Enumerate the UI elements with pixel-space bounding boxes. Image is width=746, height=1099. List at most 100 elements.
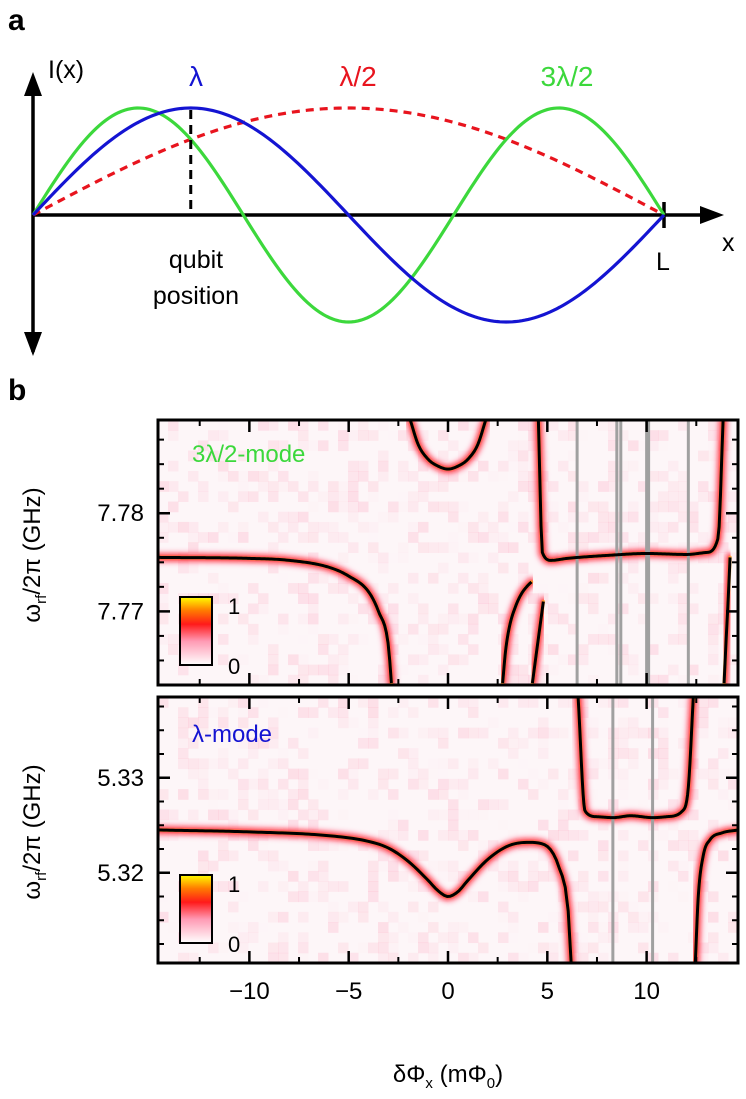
bottom-noise-cell: [388, 860, 399, 872]
bottom-noise-cell: [158, 911, 169, 923]
bottom-noise-cell: [558, 697, 569, 708]
top-noise-cell: [458, 552, 469, 564]
top-noise-cell: [518, 460, 529, 472]
top-noise-cell: [448, 470, 459, 482]
bottom-noise-cell: [328, 902, 339, 913]
bottom-noise-cell: [408, 881, 419, 892]
top-noise-cell: [158, 593, 169, 604]
bottom-noise-cell: [468, 952, 479, 963]
bottom-noise-cell: [218, 707, 229, 718]
top-noise-cell: [338, 644, 349, 655]
bottom-noise-cell: [228, 901, 239, 913]
top-noise-cell: [468, 481, 479, 492]
top-noise-cell: [378, 420, 389, 431]
top-noise-cell: [238, 481, 249, 492]
top-noise-cell: [398, 542, 409, 553]
top-noise-cell: [168, 460, 179, 472]
top-noise-cell: [648, 470, 659, 482]
top-noise-cell: [468, 553, 479, 564]
bottom-noise-cell: [688, 830, 699, 841]
bottom-noise-cell: [198, 768, 209, 780]
top-noise-cell: [418, 542, 429, 553]
top-noise-cell: [708, 634, 719, 645]
bottom-noise-cell: [678, 830, 689, 841]
top-noise-cell: [398, 430, 409, 441]
bottom-noise-cell: [508, 911, 519, 923]
top-noise-cell: [388, 501, 399, 513]
bottom-noise-cell: [308, 707, 319, 718]
bottom-noise-cell: [458, 697, 469, 708]
bottom-noise-cell: [458, 810, 469, 821]
bottom-noise-cell: [338, 717, 349, 729]
bottom-noise-cell: [178, 737, 189, 749]
bottom-noise-cell: [418, 932, 429, 944]
bottom-noise-cell: [588, 717, 599, 728]
top-noise-cell: [288, 532, 299, 543]
top-noise-cell: [328, 532, 339, 543]
top-noise-cell: [218, 521, 229, 533]
bottom-noise-cell: [548, 952, 559, 963]
bottom-noise-cell: [188, 809, 199, 821]
top-noise-cell: [298, 440, 309, 452]
bottom-noise-cell: [408, 748, 419, 759]
top-noise-cell: [688, 521, 699, 533]
top-noise-cell: [248, 583, 259, 594]
top-noise-cell: [678, 420, 689, 431]
top-noise-cell: [478, 572, 489, 584]
bottom-noise-cell: [258, 799, 269, 811]
bottom-noise-cell: [188, 768, 199, 780]
bottom-noise-cell: [558, 799, 569, 810]
top-noise-cell: [488, 603, 499, 615]
bottom-noise-cell: [278, 942, 289, 954]
bottom-noise-cell: [448, 830, 459, 841]
bottom-noise-cell: [368, 789, 379, 800]
bottom-noise-cell: [658, 748, 669, 759]
top-noise-cell: [268, 440, 279, 452]
bottom-noise-cell: [718, 850, 729, 862]
top-noise-cell: [588, 501, 599, 513]
bottom-noise-cell: [508, 952, 519, 963]
bottom-noise-cell: [258, 768, 269, 780]
bottom-noise-cell: [588, 768, 599, 780]
mode-three-half-lambda-curve: [31, 106, 666, 324]
bottom-noise-cell: [348, 758, 359, 770]
bottom-noise-cell: [268, 952, 279, 963]
bottom-noise-cell: [268, 911, 279, 923]
bottom-noise-cell: [338, 942, 349, 954]
bottom-noise-cell: [618, 779, 629, 790]
bottom-noise-cell: [198, 707, 209, 718]
bottom-noise-cell: [228, 810, 239, 821]
top-noise-cell: [448, 654, 459, 666]
bottom-noise-cell: [528, 860, 539, 872]
top-noise-cell: [378, 470, 389, 482]
top-noise-cell: [398, 460, 409, 472]
bottom-noise-cell: [718, 717, 729, 728]
top-y-axis-label: ωrf/2π (GHz): [19, 487, 50, 622]
top-noise-cell: [358, 634, 369, 645]
bottom-noise-cell: [248, 707, 259, 718]
bottom-noise-cell: [598, 952, 609, 963]
bottom-noise-cell: [528, 943, 539, 954]
top-fit-branch: [530, 601, 545, 684]
top-noise-cell: [408, 470, 419, 482]
top-noise-cell: [578, 644, 589, 655]
top-noise-cell: [448, 603, 459, 615]
top-noise-cell: [548, 481, 559, 492]
top-noise-cell: [668, 664, 679, 676]
bottom-noise-cell: [218, 758, 229, 770]
top-noise-cell: [578, 542, 589, 553]
top-noise-cell: [168, 521, 179, 533]
top-noise-cell: [608, 521, 619, 533]
top-colorbar: [179, 596, 213, 666]
top-noise-cell: [338, 440, 349, 452]
bottom-noise-cell: [398, 727, 409, 739]
top-noise-cell: [558, 430, 569, 441]
bottom-noise-cell: [418, 912, 429, 923]
top-noise-cell: [578, 481, 589, 492]
top-noise-cell: [188, 562, 199, 574]
bottom-noise-cell: [248, 748, 259, 759]
top-noise-cell: [638, 481, 649, 492]
bottom-noise-cell: [438, 778, 449, 790]
top-noise-cell: [228, 532, 239, 543]
top-noise-cell: [508, 461, 519, 472]
